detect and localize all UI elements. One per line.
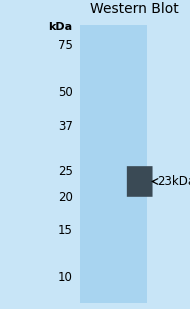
FancyBboxPatch shape: [127, 166, 153, 197]
Text: 20: 20: [58, 191, 73, 204]
Text: Western Blot: Western Blot: [90, 2, 178, 16]
Text: kDa: kDa: [48, 22, 73, 32]
Text: 15: 15: [58, 224, 73, 237]
Text: 50: 50: [58, 86, 73, 99]
Text: 23kDa: 23kDa: [157, 175, 190, 188]
Text: 75: 75: [58, 39, 73, 52]
Text: 37: 37: [58, 120, 73, 133]
Bar: [80, 25, 147, 303]
Text: 10: 10: [58, 271, 73, 284]
Text: 25: 25: [58, 165, 73, 178]
